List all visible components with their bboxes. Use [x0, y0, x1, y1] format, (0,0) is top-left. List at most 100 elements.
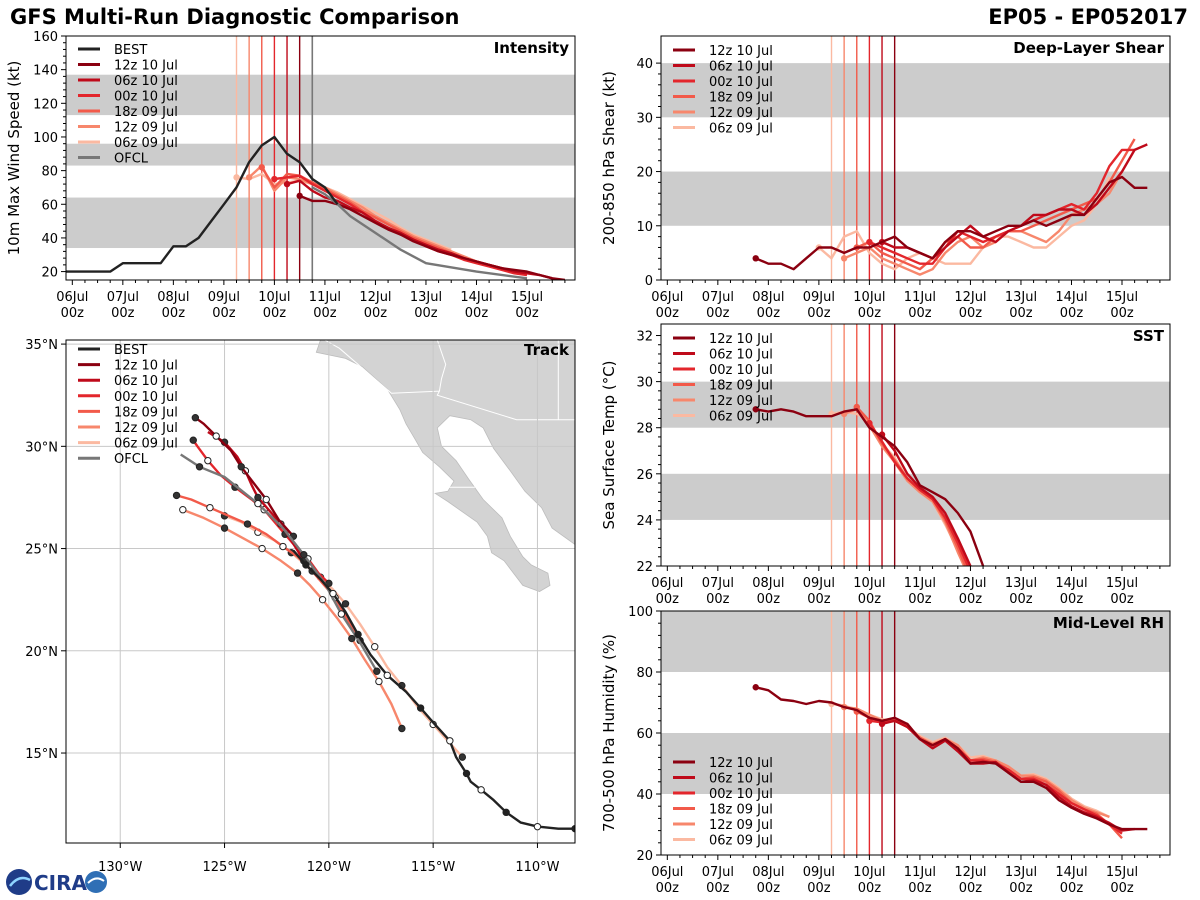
track-land [315, 340, 575, 592]
logo-text: CIRA [34, 871, 88, 895]
intensity-series-best [66, 135, 339, 273]
intensity-legend-label: 00z 10 Jul [114, 90, 178, 105]
track-legend-label: OFCL [114, 452, 149, 467]
sst-ytick-label: 24 [636, 514, 653, 529]
deep-layer-shear-series-00z-10-jul [868, 148, 1135, 265]
intensity-xtick-day: 07Jul [107, 290, 139, 305]
intensity-xtick-hour: 00z [414, 306, 438, 321]
intensity-legend-label: 06z 09 Jul [114, 136, 178, 151]
track-title: Track [524, 341, 570, 359]
deep-layer-shear-ytick-label: 20 [636, 166, 653, 181]
deep-layer-shear-init-point [752, 255, 759, 262]
mid-level-rh-ytick-label: 60 [636, 727, 653, 742]
deep-layer-shear-title: Deep-Layer Shear [1013, 39, 1164, 57]
track-point [375, 677, 383, 686]
deep-layer-shear-xtick-hour: 00z [757, 306, 781, 321]
track-point [337, 610, 346, 618]
intensity-xtick-day: 15Jul [511, 290, 543, 305]
track-legend-label: BEST [114, 343, 147, 358]
deep-layer-shear-xtick-hour: 00z [1060, 306, 1084, 321]
intensity-init-point [296, 192, 303, 200]
sst-xtick-day: 12Jul [954, 576, 986, 591]
deep-layer-shear-legend-label: 12z 09 Jul [709, 106, 773, 121]
track-point [416, 704, 425, 712]
sst-xtick-day: 06Jul [651, 576, 683, 591]
deep-layer-shear-xtick-day: 07Jul [702, 290, 734, 305]
intensity-ytick-label: 80 [41, 165, 58, 180]
mid-level-rh-xtick-day: 11Jul [904, 865, 936, 880]
track-ytick-label: 15°N [25, 747, 58, 762]
deep-layer-shear-xtick-hour: 00z [908, 306, 932, 321]
track-point [533, 822, 542, 831]
mid-level-rh-ytick-label: 100 [628, 605, 653, 620]
intensity-xtick-day: 12Jul [359, 290, 391, 305]
intensity-band [66, 143, 575, 166]
track-xtick-label: 130°W [98, 860, 142, 875]
track-point [398, 724, 406, 733]
intensity-xtick-day: 09Jul [208, 290, 240, 305]
intensity-legend-label: 06z 10 Jul [114, 74, 178, 89]
track-point [458, 753, 467, 761]
track-point [300, 550, 308, 559]
deep-layer-shear-ytick-label: 40 [636, 57, 653, 72]
track-point [212, 432, 220, 440]
sst-xtick-day: 10Jul [853, 576, 885, 591]
sst-init-point [752, 406, 759, 413]
sst-title: SST [1133, 327, 1165, 345]
mid-level-rh-xtick-hour: 00z [1060, 881, 1084, 896]
mid-level-rh-xtick-day: 15Jul [1106, 865, 1138, 880]
mid-level-rh-legend-label: 18z 09 Jul [709, 803, 773, 818]
sst-legend-label: 06z 10 Jul [709, 348, 773, 363]
deep-layer-shear-xtick-day: 14Jul [1055, 290, 1087, 305]
track-point [258, 544, 266, 553]
intensity-xtick-day: 11Jul [309, 290, 341, 305]
logo-globe [6, 869, 32, 895]
mid-level-rh-init-point [878, 720, 886, 728]
sst-xtick-hour: 00z [908, 592, 932, 607]
track-series-12z-10-jul [194, 416, 295, 538]
intensity-legend-label: 12z 09 Jul [114, 121, 178, 136]
sst-series-06z-10-jul [881, 433, 972, 566]
sst-legend-label: 12z 10 Jul [709, 332, 773, 347]
intensity-band [66, 197, 575, 249]
mid-level-rh-xtick-hour: 00z [1009, 881, 1033, 896]
sst-ytick-label: 30 [636, 376, 653, 391]
mid-level-rh-xtick-hour: 00z [706, 881, 730, 896]
sst-xtick-day: 13Jul [1005, 576, 1037, 591]
deep-layer-shear-init-point [866, 238, 873, 246]
sst-xtick-hour: 00z [959, 592, 983, 607]
sst-xtick-hour: 00z [807, 592, 831, 607]
intensity-ytick-label: 100 [33, 131, 58, 146]
intensity-xtick-day: 10Jul [258, 290, 290, 305]
track-point [371, 643, 379, 651]
track-ytick-label: 20°N [25, 645, 58, 660]
track-ytick-label: 30°N [25, 440, 58, 455]
mid-level-rh-xtick-day: 12Jul [954, 865, 986, 880]
sst-xtick-hour: 00z [858, 592, 882, 607]
track-point [354, 630, 362, 639]
track-point [373, 667, 381, 675]
mid-level-rh-legend-label: 12z 10 Jul [709, 756, 773, 771]
deep-layer-shear-init-point [840, 255, 848, 262]
track-point [172, 491, 181, 500]
mid-level-rh-xtick-hour: 00z [757, 881, 781, 896]
deep-layer-shear-xtick-hour: 00z [706, 306, 730, 321]
sst-xtick-hour: 00z [1110, 592, 1134, 607]
intensity-init-point [258, 164, 265, 171]
track-point [254, 493, 262, 502]
intensity-xtick-day: 08Jul [157, 290, 189, 305]
mid-level-rh-legend-label: 12z 09 Jul [709, 818, 773, 833]
intensity-xtick-hour: 00z [111, 306, 135, 321]
intensity-ytick-label: 60 [41, 198, 58, 213]
sst-ytick-label: 26 [636, 468, 653, 483]
track-point [243, 520, 252, 528]
sst-ytick-label: 32 [636, 330, 653, 345]
deep-layer-shear-xtick-day: 11Jul [904, 290, 936, 305]
intensity-series-ofcl [311, 186, 528, 280]
deep-layer-shear-ytick-label: 10 [636, 220, 653, 235]
track-series-ofcl [180, 453, 378, 672]
sst-xtick-day: 11Jul [904, 576, 936, 591]
track-point [348, 634, 356, 643]
track-point [179, 506, 187, 514]
track-point [329, 589, 337, 598]
